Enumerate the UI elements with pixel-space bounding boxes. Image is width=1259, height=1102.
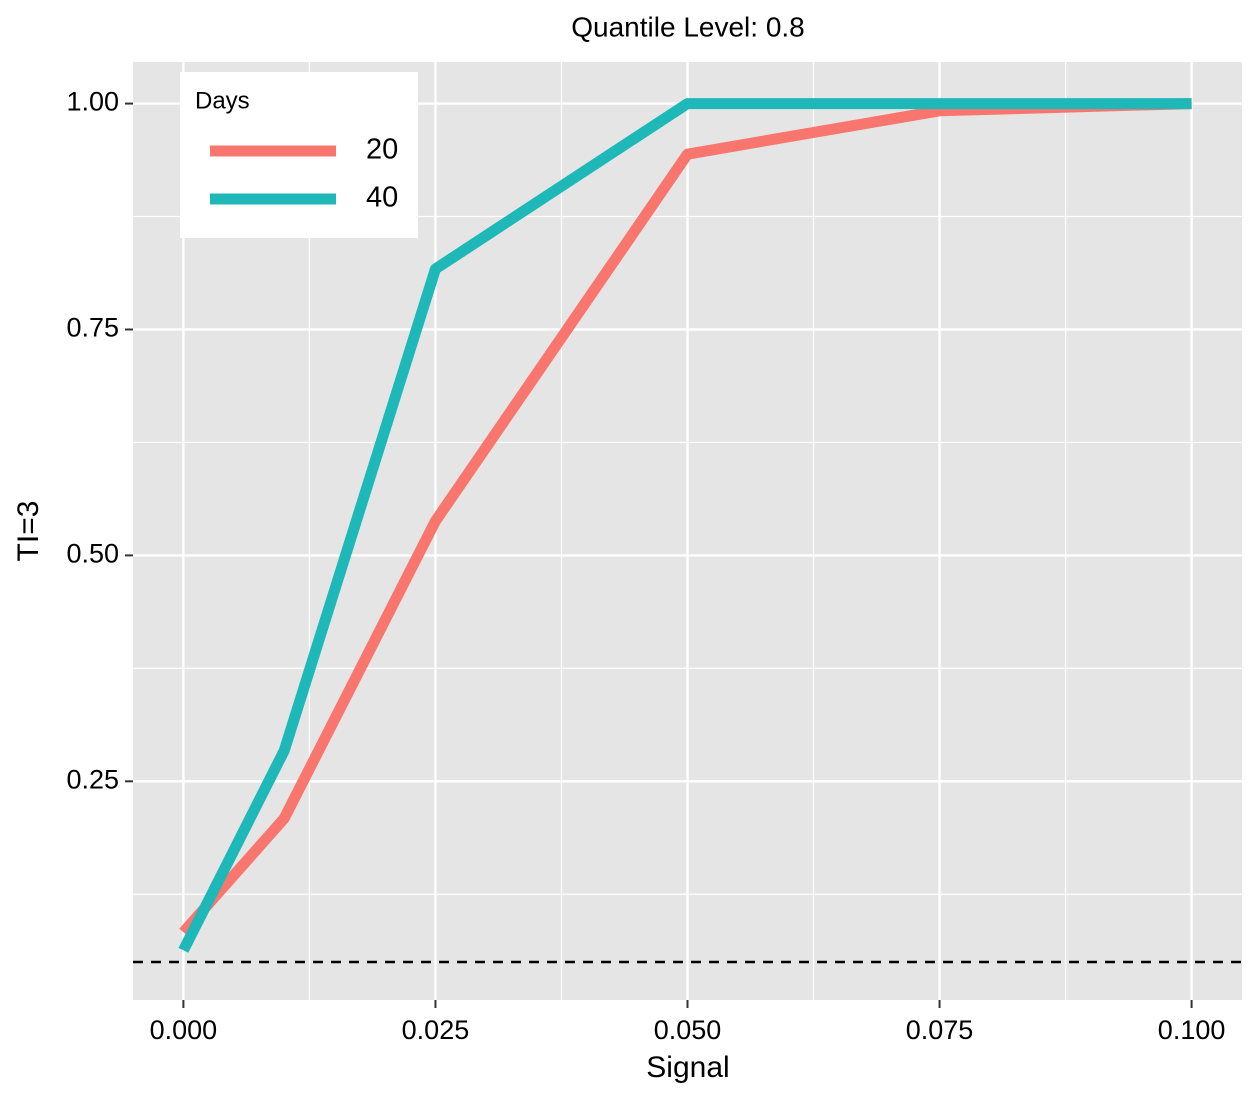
y-tick-label: 0.25: [66, 764, 119, 794]
x-tick-label: 0.100: [1158, 1015, 1226, 1045]
y-tick-label: 1.00: [66, 87, 119, 117]
x-tick-label: 0.000: [150, 1015, 218, 1045]
y-tick-label: 0.50: [66, 539, 119, 569]
legend-label: 20: [366, 134, 398, 166]
x-tick-label: 0.050: [654, 1015, 722, 1045]
y-tick-label: 0.75: [66, 313, 119, 343]
legend-title: Days: [195, 87, 250, 114]
legend-label: 40: [366, 182, 398, 214]
data-line: [178, 98, 1192, 953]
y-axis-label: TI=3: [12, 501, 45, 562]
data-line: [179, 98, 1192, 936]
x-tick-label: 0.025: [402, 1015, 470, 1045]
chart-title: Quantile Level: 0.8: [571, 11, 805, 42]
x-axis-label: Signal: [646, 1051, 729, 1084]
x-tick-label: 0.075: [906, 1015, 974, 1045]
